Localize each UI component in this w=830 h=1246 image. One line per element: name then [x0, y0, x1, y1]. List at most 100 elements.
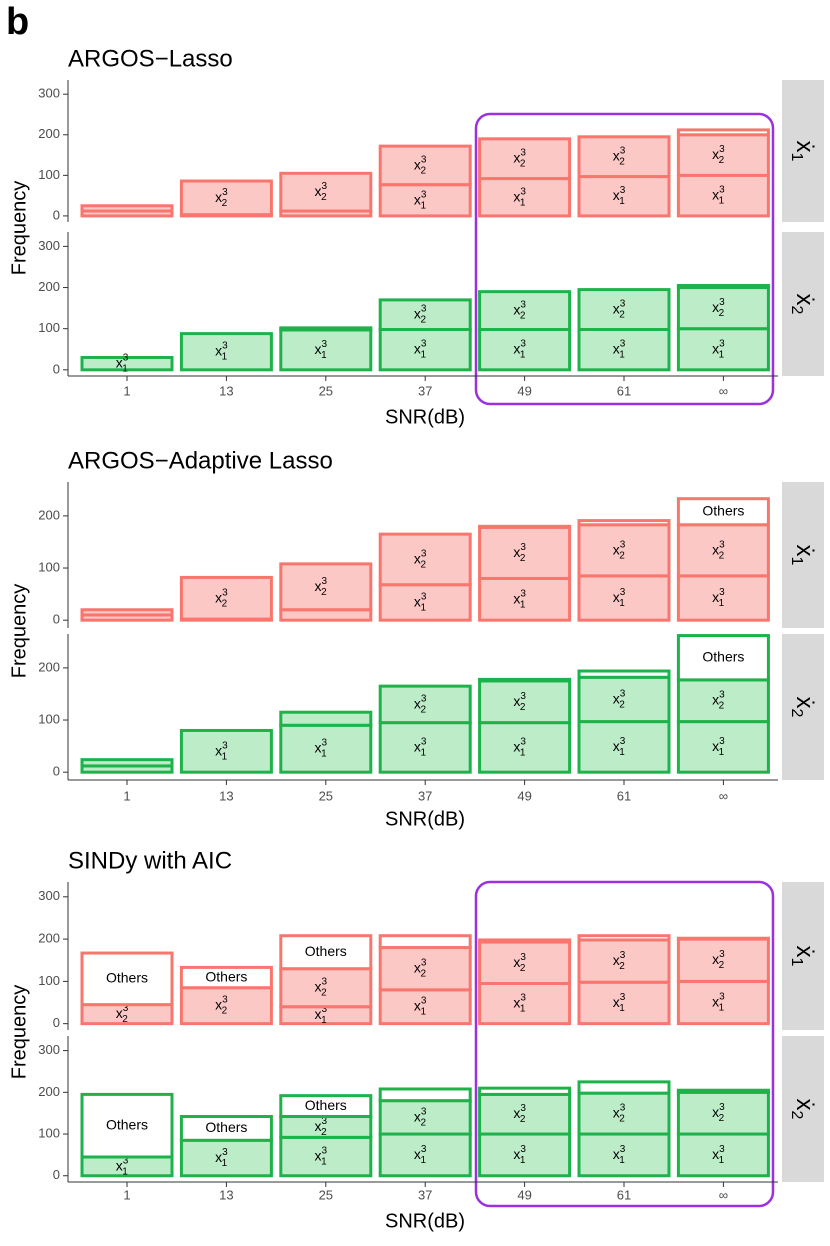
y-tick-label: 0: [53, 207, 60, 222]
label-base: x: [513, 953, 520, 969]
label-sub: 1: [420, 747, 426, 758]
segment-label: x3 2: [215, 994, 228, 1016]
label-sup: 3: [719, 1102, 725, 1113]
label-sup: 3: [719, 949, 725, 960]
label-sub: 1: [420, 200, 426, 211]
label-sub: 1: [520, 1155, 526, 1166]
bar-segment: [478, 177, 572, 218]
label-base: x: [215, 996, 222, 1012]
segment-label: x3 1: [712, 1144, 725, 1166]
segment-label: x3 1: [513, 588, 526, 610]
segment-label: x3 1: [712, 338, 725, 360]
label-sup: 3: [322, 1145, 328, 1156]
facet-strip: [782, 482, 824, 628]
label-sub: 1: [719, 195, 725, 206]
facet-label-sub: 2: [788, 306, 805, 315]
label-sub: 2: [222, 1005, 228, 1016]
highlight-box: [474, 112, 775, 406]
bar-segment: [577, 1091, 671, 1136]
y-tick-label: 100: [38, 559, 60, 574]
label-sub: 2: [719, 960, 725, 971]
bar-segment: [478, 1086, 572, 1096]
label-sup: 3: [322, 1116, 328, 1127]
segment-label: x3 2: [315, 976, 328, 998]
segment-label: x3 2: [513, 299, 526, 321]
segment-label: x3 1: [513, 1144, 526, 1166]
label-sup: 3: [719, 1144, 725, 1155]
facet-strip: [782, 232, 824, 376]
bar-segment: [478, 524, 572, 529]
label-sub: 1: [520, 349, 526, 360]
bar-segment: [676, 283, 770, 290]
segment-label: x3 2: [613, 688, 626, 710]
label-sup: 3: [520, 542, 526, 553]
bar-segment: [80, 758, 174, 768]
label-base: x: [414, 156, 421, 172]
label-sup: 3: [620, 298, 626, 309]
facet-label: ẋ1: [788, 545, 818, 566]
segment-label: x3 1: [712, 736, 725, 758]
label-sub: 1: [619, 1155, 625, 1166]
y-tick-label: 200: [38, 1084, 60, 1099]
label-sub: 1: [222, 1158, 228, 1169]
y-tick-label: 0: [53, 612, 60, 627]
label-base: x: [712, 738, 719, 754]
x-tick-label: 49: [517, 383, 531, 398]
label-sup: 3: [421, 591, 427, 602]
label-sub: 2: [719, 550, 725, 561]
label-sub: 2: [520, 310, 526, 321]
x-tick-label: 61: [617, 788, 631, 803]
label-base: x: [215, 189, 222, 205]
x-tick-label: 1: [123, 1187, 130, 1202]
bar-segment: [478, 290, 572, 332]
y-tick-label: 300: [38, 1042, 60, 1057]
segment-label: Others: [205, 1119, 247, 1135]
label-sup: 3: [719, 184, 725, 195]
label-sub: 2: [520, 962, 526, 973]
segment-label: x3 1: [315, 1004, 328, 1026]
label-sub: 2: [321, 1127, 327, 1138]
facet-strip: [782, 1036, 824, 1182]
bar-segment: [577, 980, 671, 1026]
segment-label: x3 1: [513, 186, 526, 208]
bar-segment: [279, 710, 373, 727]
label-base: x: [513, 590, 520, 606]
bar-segment: [478, 525, 572, 580]
segment-label: x3 2: [513, 951, 526, 973]
segment-label: x3 2: [414, 957, 427, 979]
label-sup: 3: [719, 338, 725, 349]
label-base: x: [315, 978, 322, 994]
segment-label: x3 2: [215, 187, 228, 209]
label-base: x: [116, 354, 123, 370]
bar-segment: [179, 1115, 273, 1142]
label-base: x: [513, 188, 520, 204]
label-sub: 1: [619, 196, 625, 207]
y-tick-label: 0: [53, 764, 60, 779]
label-sup: 3: [520, 338, 526, 349]
label-base: x: [116, 1157, 123, 1173]
bar-segment: [279, 171, 373, 213]
segment-label: x3 1: [215, 340, 228, 362]
label-base: x: [215, 742, 222, 758]
label-sup: 3: [222, 740, 228, 751]
bar-segment: [279, 723, 373, 774]
bar-segment: [279, 934, 373, 971]
segment-label: x3 2: [513, 1103, 526, 1125]
label-base: x: [613, 952, 620, 968]
label-sub: 1: [222, 351, 228, 362]
segment-label: x3 1: [414, 1144, 427, 1166]
label-sub: 2: [222, 198, 228, 209]
bar-segment: [378, 1132, 472, 1178]
x-tick-label: 61: [617, 1187, 631, 1202]
segment-label: x3 1: [315, 1145, 328, 1167]
label-sup: 3: [719, 736, 725, 747]
y-tick-label: 100: [38, 320, 60, 335]
y-tick-label: 300: [38, 238, 60, 253]
bar-segment: [80, 204, 174, 213]
label-sub: 1: [719, 747, 725, 758]
bar-segment: [676, 936, 770, 941]
bar-segment: [179, 986, 273, 1026]
label-sub: 1: [619, 349, 625, 360]
label-sub: 2: [321, 192, 327, 203]
bar-segment: [378, 684, 472, 725]
